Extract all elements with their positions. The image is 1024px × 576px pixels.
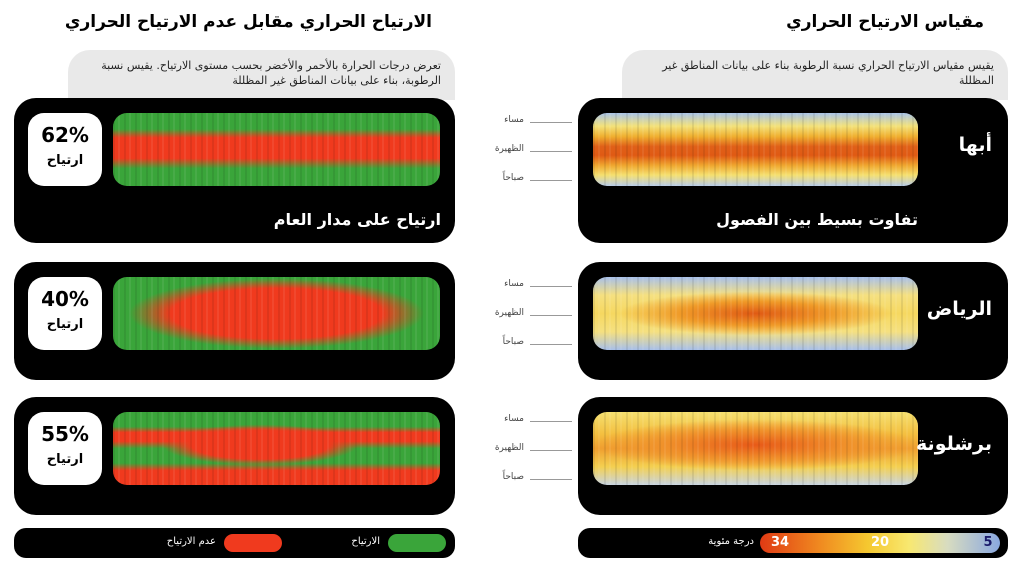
time-tick — [530, 315, 572, 316]
time-tick — [530, 122, 572, 123]
time-tick — [530, 479, 572, 480]
city-panel: الرياض يناير يوليو ديسمبر — [578, 262, 1008, 380]
city-caption: تفاوت بسيط بين الفصول — [716, 210, 918, 229]
month-label mon: يوليو — [259, 190, 291, 209]
comparison-title: الارتياح الحراري مقابل عدم الارتياح الحر… — [64, 12, 432, 32]
percent-label: ارتياح — [46, 452, 84, 467]
scale-legend: 34 20 5 درجة مئوية — [578, 528, 1008, 558]
scale-labels: 34 20 5 — [760, 533, 1000, 553]
texture — [113, 113, 440, 186]
city-panel: برشلونة يناير يوليو ديسمبر — [578, 397, 1008, 515]
discomfort-label: عدم الارتياح — [166, 536, 216, 547]
scale-value: 34 — [770, 535, 790, 550]
heatmap — [113, 277, 440, 350]
month-label mon: يوليو — [739, 354, 771, 373]
month-label mon: ديسمبر — [586, 489, 636, 508]
comfort-title: مقياس الارتياح الحراري — [786, 12, 984, 32]
time-label: مساء — [504, 279, 524, 289]
texture — [593, 412, 918, 485]
heatmap — [593, 113, 918, 186]
percent: 55% — [41, 422, 89, 446]
heatmap — [593, 277, 918, 350]
time-label: الظهيرة — [494, 144, 524, 154]
comfort-description: يقيس مقياس الارتياح الحراري نسبة الرطوبة… — [622, 50, 1008, 100]
time-tick — [530, 151, 572, 152]
time-tick — [530, 180, 572, 181]
city-name: الرياض — [926, 298, 992, 320]
month-label mon: يوليو — [259, 489, 291, 508]
month-label mon: يناير — [886, 354, 914, 373]
month-label mon: ديسمبر — [106, 190, 156, 209]
month-label mon: ديسمبر — [586, 354, 636, 373]
comparison-panel: 40% ارتياح يناير يوليو ديسمبر — [14, 262, 455, 380]
month-label mon: يوليو — [739, 190, 771, 209]
percent-badge: 55% ارتياح — [28, 412, 102, 485]
time-label: الظهيرة — [494, 443, 524, 453]
percent-badge: 62% ارتياح — [28, 113, 102, 186]
unit-label: درجة مئوية — [708, 536, 754, 547]
time-tick — [530, 286, 572, 287]
month-label mon: ديسمبر — [106, 354, 156, 373]
month-label mon: يناير — [406, 354, 434, 373]
month-label mon: يناير — [886, 190, 914, 209]
time-tick — [530, 344, 572, 345]
month-label mon: يناير — [406, 190, 434, 209]
percent-label: ارتياح — [46, 317, 84, 332]
scale-value: 5 — [983, 535, 993, 550]
percent: 62% — [41, 123, 89, 147]
city-panel: أبها تفاوت بسيط بين الفصول يناير يوليو ديسمب… — [578, 98, 1008, 243]
heatmap — [113, 113, 440, 186]
discomfort-swatch — [224, 534, 282, 552]
percent: 40% — [41, 287, 89, 311]
percent-badge: 40% ارتياح — [28, 277, 102, 350]
time-label: مساء — [504, 414, 524, 424]
time-tick — [530, 421, 572, 422]
month-label mon: يناير — [886, 489, 914, 508]
month-label mon: يناير — [406, 489, 434, 508]
time-tick — [530, 450, 572, 451]
texture — [113, 412, 440, 485]
comfort-legend: الارتياح عدم الارتياح — [14, 528, 455, 558]
time-label: الظهيرة — [494, 308, 524, 318]
percent-label: ارتياح — [46, 153, 84, 168]
comparison-panel: 55% ارتياح يناير يوليو ديسمبر — [14, 397, 455, 515]
month-label mon: يوليو — [739, 489, 771, 508]
time-label: مساء — [504, 115, 524, 125]
texture — [593, 113, 918, 186]
time-label: صباحاً — [502, 337, 524, 347]
time-label: صباحاً — [502, 472, 524, 482]
comfort-swatch — [388, 534, 446, 552]
month-label mon: ديسمبر — [586, 190, 636, 209]
texture — [593, 277, 918, 350]
panel-caption: ارتياح على مدار العام — [273, 210, 441, 229]
comfort-label: الارتياح — [351, 536, 380, 547]
scale-value: 20 — [870, 535, 890, 550]
heatmap — [593, 412, 918, 485]
heatmap — [113, 412, 440, 485]
city-name: برشلونة — [916, 433, 992, 455]
city-name: أبها — [958, 134, 992, 156]
color-bar — [760, 533, 1000, 553]
month-label mon: ديسمبر — [106, 489, 156, 508]
texture — [113, 277, 440, 350]
time-label: صباحاً — [502, 173, 524, 183]
comparison-panel: 62% ارتياح ارتياح على مدار العام يناير يوليو… — [14, 98, 455, 243]
month-label mon: يوليو — [259, 354, 291, 373]
comparison-description: تعرض درجات الحرارة بالأحمر والأخضر بحسب … — [68, 50, 455, 100]
